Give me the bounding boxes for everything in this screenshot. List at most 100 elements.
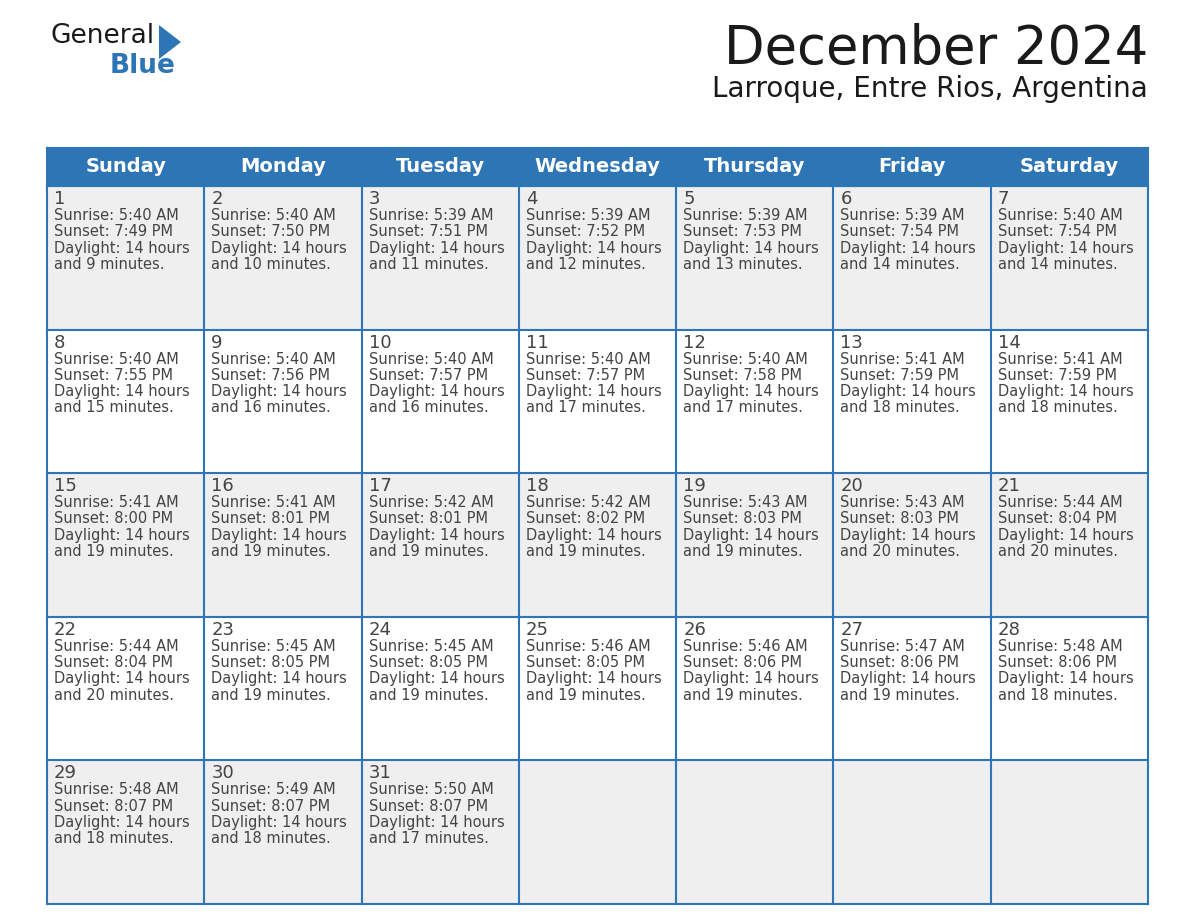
Text: Sunset: 8:05 PM: Sunset: 8:05 PM	[526, 655, 645, 670]
Text: and 20 minutes.: and 20 minutes.	[998, 544, 1118, 559]
Text: and 18 minutes.: and 18 minutes.	[211, 831, 331, 846]
Text: Daylight: 14 hours: Daylight: 14 hours	[53, 528, 190, 543]
Bar	[519, 760, 676, 904]
Bar	[676, 617, 834, 760]
Text: 18: 18	[526, 477, 549, 495]
Text: Daylight: 14 hours: Daylight: 14 hours	[53, 815, 190, 830]
Text: Sunset: 8:07 PM: Sunset: 8:07 PM	[53, 799, 173, 813]
Text: Sunrise: 5:50 AM: Sunrise: 5:50 AM	[368, 782, 493, 798]
Text: Sunrise: 5:48 AM: Sunrise: 5:48 AM	[998, 639, 1123, 654]
Text: Sunset: 7:57 PM: Sunset: 7:57 PM	[526, 368, 645, 383]
Text: and 16 minutes.: and 16 minutes.	[211, 400, 331, 416]
Text: Sunrise: 5:40 AM: Sunrise: 5:40 AM	[211, 352, 336, 366]
Text: Sunrise: 5:41 AM: Sunrise: 5:41 AM	[840, 352, 965, 366]
Text: 17: 17	[368, 477, 392, 495]
Text: Sunrise: 5:40 AM: Sunrise: 5:40 AM	[211, 208, 336, 223]
Text: and 12 minutes.: and 12 minutes.	[526, 257, 646, 272]
Text: Daylight: 14 hours: Daylight: 14 hours	[211, 815, 347, 830]
Text: Daylight: 14 hours: Daylight: 14 hours	[526, 671, 662, 687]
Text: Daylight: 14 hours: Daylight: 14 hours	[998, 671, 1133, 687]
Bar	[48, 760, 204, 904]
Text: and 19 minutes.: and 19 minutes.	[368, 688, 488, 702]
Text: and 15 minutes.: and 15 minutes.	[53, 400, 173, 416]
Bar	[361, 760, 519, 904]
Bar	[834, 617, 991, 760]
Text: and 19 minutes.: and 19 minutes.	[526, 544, 645, 559]
Text: 9: 9	[211, 333, 223, 352]
Text: Sunset: 8:05 PM: Sunset: 8:05 PM	[211, 655, 330, 670]
Bar	[204, 617, 361, 760]
Text: Sunrise: 5:40 AM: Sunrise: 5:40 AM	[368, 352, 493, 366]
Bar	[991, 186, 1148, 330]
Text: Daylight: 14 hours: Daylight: 14 hours	[840, 384, 977, 399]
Text: 26: 26	[683, 621, 706, 639]
Text: Sunset: 8:02 PM: Sunset: 8:02 PM	[526, 511, 645, 527]
Text: Daylight: 14 hours: Daylight: 14 hours	[683, 671, 819, 687]
Text: and 17 minutes.: and 17 minutes.	[368, 831, 488, 846]
Text: 22: 22	[53, 621, 77, 639]
Text: Sunrise: 5:47 AM: Sunrise: 5:47 AM	[840, 639, 965, 654]
Text: Sunrise: 5:46 AM: Sunrise: 5:46 AM	[526, 639, 651, 654]
Text: Daylight: 14 hours: Daylight: 14 hours	[211, 528, 347, 543]
Text: 28: 28	[998, 621, 1020, 639]
Text: and 19 minutes.: and 19 minutes.	[211, 688, 331, 702]
Text: Sunrise: 5:42 AM: Sunrise: 5:42 AM	[526, 495, 651, 510]
Text: Sunset: 8:00 PM: Sunset: 8:00 PM	[53, 511, 173, 527]
Text: and 14 minutes.: and 14 minutes.	[998, 257, 1118, 272]
Bar	[519, 330, 676, 473]
Text: 30: 30	[211, 765, 234, 782]
Text: and 18 minutes.: and 18 minutes.	[840, 400, 960, 416]
Text: Sunrise: 5:39 AM: Sunrise: 5:39 AM	[683, 208, 808, 223]
Text: Sunrise: 5:46 AM: Sunrise: 5:46 AM	[683, 639, 808, 654]
Text: Daylight: 14 hours: Daylight: 14 hours	[368, 528, 505, 543]
Text: Sunrise: 5:42 AM: Sunrise: 5:42 AM	[368, 495, 493, 510]
Text: Sunset: 8:06 PM: Sunset: 8:06 PM	[840, 655, 960, 670]
Bar	[834, 473, 991, 617]
Text: Sunset: 7:59 PM: Sunset: 7:59 PM	[840, 368, 960, 383]
Text: and 19 minutes.: and 19 minutes.	[840, 688, 960, 702]
Text: Daylight: 14 hours: Daylight: 14 hours	[526, 241, 662, 255]
Text: and 9 minutes.: and 9 minutes.	[53, 257, 164, 272]
Text: Daylight: 14 hours: Daylight: 14 hours	[840, 528, 977, 543]
Text: and 19 minutes.: and 19 minutes.	[683, 544, 803, 559]
Text: Sunrise: 5:40 AM: Sunrise: 5:40 AM	[53, 352, 178, 366]
Text: Sunset: 7:56 PM: Sunset: 7:56 PM	[211, 368, 330, 383]
Text: and 11 minutes.: and 11 minutes.	[368, 257, 488, 272]
Text: Daylight: 14 hours: Daylight: 14 hours	[368, 815, 505, 830]
Bar	[48, 473, 204, 617]
Text: and 17 minutes.: and 17 minutes.	[683, 400, 803, 416]
Text: 21: 21	[998, 477, 1020, 495]
Text: 31: 31	[368, 765, 392, 782]
Text: Sunrise: 5:41 AM: Sunrise: 5:41 AM	[211, 495, 336, 510]
Text: 23: 23	[211, 621, 234, 639]
Text: Sunrise: 5:48 AM: Sunrise: 5:48 AM	[53, 782, 178, 798]
Text: and 19 minutes.: and 19 minutes.	[526, 688, 645, 702]
Text: Sunset: 7:49 PM: Sunset: 7:49 PM	[53, 224, 173, 240]
Text: Sunrise: 5:40 AM: Sunrise: 5:40 AM	[526, 352, 651, 366]
Text: Daylight: 14 hours: Daylight: 14 hours	[840, 241, 977, 255]
Text: and 13 minutes.: and 13 minutes.	[683, 257, 803, 272]
Bar	[48, 617, 204, 760]
Bar	[48, 330, 204, 473]
Text: and 17 minutes.: and 17 minutes.	[526, 400, 646, 416]
Text: 13: 13	[840, 333, 864, 352]
Text: and 19 minutes.: and 19 minutes.	[53, 544, 173, 559]
Text: Sunset: 8:01 PM: Sunset: 8:01 PM	[211, 511, 330, 527]
Text: Sunset: 7:54 PM: Sunset: 7:54 PM	[840, 224, 960, 240]
Bar	[834, 760, 991, 904]
Bar	[991, 760, 1148, 904]
Polygon shape	[159, 25, 181, 59]
Text: Sunset: 8:05 PM: Sunset: 8:05 PM	[368, 655, 487, 670]
Text: Wednesday: Wednesday	[535, 158, 661, 176]
Text: Sunset: 8:01 PM: Sunset: 8:01 PM	[368, 511, 487, 527]
Text: Sunrise: 5:40 AM: Sunrise: 5:40 AM	[998, 208, 1123, 223]
Text: 10: 10	[368, 333, 391, 352]
Bar	[361, 186, 519, 330]
Text: 1: 1	[53, 190, 65, 208]
Bar	[361, 330, 519, 473]
Text: Sunrise: 5:39 AM: Sunrise: 5:39 AM	[368, 208, 493, 223]
Text: Sunset: 7:57 PM: Sunset: 7:57 PM	[368, 368, 488, 383]
Text: 29: 29	[53, 765, 77, 782]
Text: and 14 minutes.: and 14 minutes.	[840, 257, 960, 272]
Text: 2: 2	[211, 190, 223, 208]
